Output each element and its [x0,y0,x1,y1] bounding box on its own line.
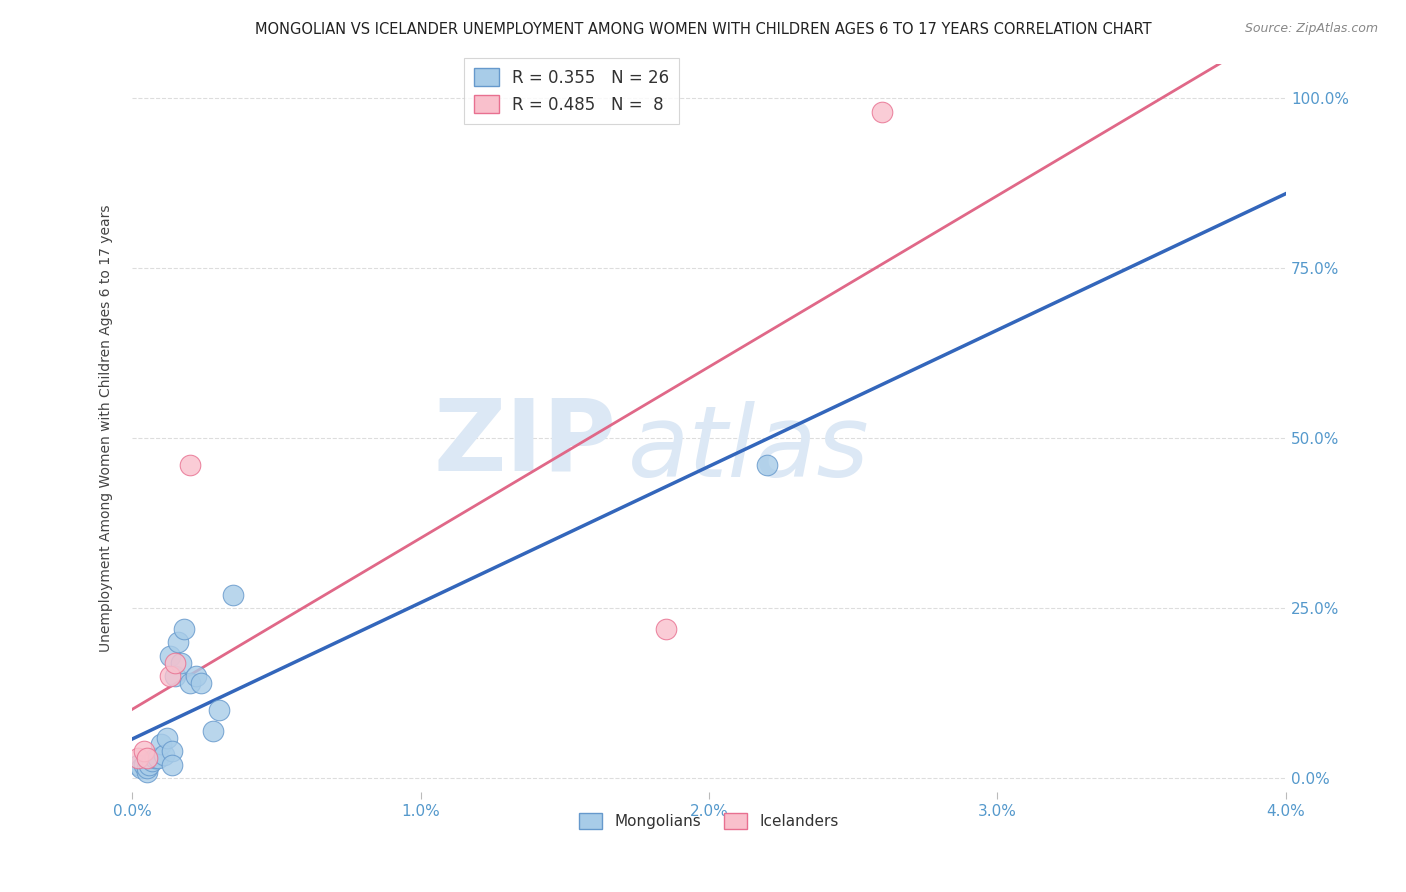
Point [149,737,172,751]
Point [162,757,184,772]
Point [146,751,169,765]
Legend: Mongolians, Icelanders: Mongolians, Icelanders [574,806,845,835]
Text: MONGOLIAN VS ICELANDER UNEMPLOYMENT AMONG WOMEN WITH CHILDREN AGES 6 TO 17 YEARS: MONGOLIAN VS ICELANDER UNEMPLOYMENT AMON… [254,22,1152,37]
Point [179,458,201,473]
Point [165,669,187,683]
Point [141,755,163,769]
Point [165,656,187,670]
Point [143,751,166,765]
Point [222,588,245,602]
Point [135,751,157,765]
Point [132,744,155,758]
Point [179,676,201,690]
Point [135,764,157,779]
Point [156,731,179,745]
Point [159,669,181,683]
Point [184,669,207,683]
Text: Source: ZipAtlas.com: Source: ZipAtlas.com [1244,22,1378,36]
Point [190,676,212,690]
Point [132,757,155,772]
Point [655,622,678,636]
Point [167,635,190,649]
Text: ZIP: ZIP [434,394,617,491]
Point [755,458,778,473]
Point [159,648,181,663]
Point [208,703,231,717]
Point [201,723,224,738]
Point [129,761,152,775]
Y-axis label: Unemployment Among Women with Children Ages 6 to 17 years: Unemployment Among Women with Children A… [100,204,114,652]
Point [173,622,195,636]
Point [127,751,149,765]
Point [127,757,149,772]
Text: atlas: atlas [628,401,870,499]
Point [170,656,193,670]
Point [162,744,184,758]
Point [138,757,160,772]
Point [135,761,157,775]
Point [153,747,176,762]
Point [870,104,893,119]
